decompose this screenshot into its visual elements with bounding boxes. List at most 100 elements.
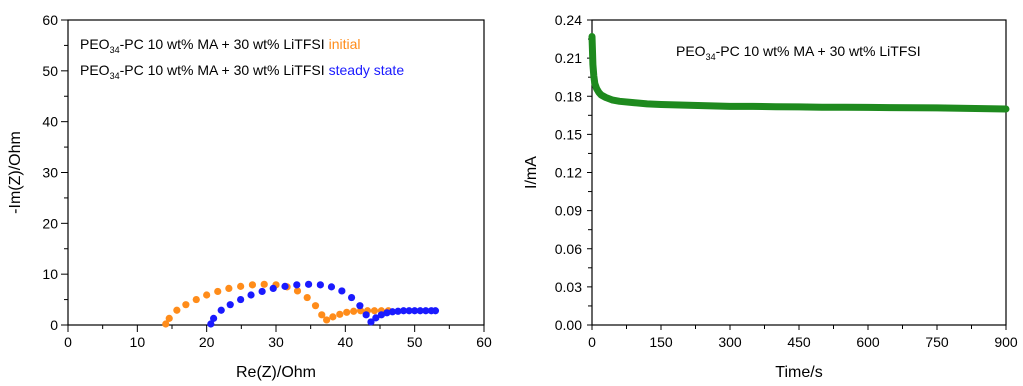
x-tick-label: 600 bbox=[856, 334, 880, 350]
data-point bbox=[411, 307, 419, 315]
x-tick-label: 300 bbox=[718, 334, 742, 350]
data-point bbox=[269, 284, 277, 292]
data-point bbox=[182, 301, 190, 309]
data-point bbox=[422, 307, 430, 315]
data-point bbox=[350, 307, 358, 315]
x-axis-title: Time/s bbox=[775, 364, 822, 381]
x-tick-label: 60 bbox=[476, 334, 492, 350]
y-tick-label: 0.24 bbox=[555, 12, 582, 28]
x-tick-label: 10 bbox=[130, 334, 146, 350]
label-suffix: -PC 10 wt% MA + 30 wt% LiTFSI bbox=[120, 36, 325, 52]
data-point bbox=[318, 311, 326, 319]
series-steady-state bbox=[207, 280, 440, 328]
data-point bbox=[311, 302, 320, 310]
data-point bbox=[394, 307, 402, 315]
data-point bbox=[303, 293, 311, 302]
data-point bbox=[416, 307, 424, 315]
label-subscript: 34 bbox=[706, 52, 716, 62]
data-point bbox=[399, 307, 408, 315]
y-tick-label: 30 bbox=[42, 165, 58, 181]
data-point bbox=[316, 281, 324, 289]
data-point bbox=[225, 284, 233, 292]
data-point bbox=[329, 313, 337, 321]
x-tick-label: 900 bbox=[994, 334, 1018, 350]
data-point bbox=[258, 287, 266, 296]
y-tick-label: 0.03 bbox=[555, 279, 582, 295]
x-tick-label: 450 bbox=[787, 334, 811, 350]
data-point bbox=[356, 302, 364, 310]
x-tick-label: 0 bbox=[64, 334, 72, 350]
data-point bbox=[327, 283, 336, 291]
y-tick-label: 50 bbox=[42, 63, 58, 79]
x-tick-label: 20 bbox=[199, 334, 215, 350]
data-point bbox=[304, 280, 313, 288]
label-prefix: PEO bbox=[80, 36, 110, 52]
data-point bbox=[362, 311, 370, 319]
data-point bbox=[247, 291, 255, 299]
data-point bbox=[162, 320, 170, 328]
label-prefix: PEO bbox=[676, 43, 706, 59]
data-point bbox=[226, 301, 234, 309]
x-tick-label: 50 bbox=[407, 334, 423, 350]
data-point bbox=[217, 306, 225, 314]
data-point bbox=[207, 320, 215, 328]
nyquist-plot: 0 10 20 30 40 50 60 0 10 20 30 40 50 60 Re(Z)/Ohm -Im(Z… bbox=[7, 12, 492, 381]
data-point bbox=[383, 309, 391, 317]
data-point bbox=[347, 293, 356, 302]
x-tick-label: 150 bbox=[649, 334, 673, 350]
x-tick-label: 40 bbox=[338, 334, 354, 350]
data-point bbox=[323, 316, 331, 324]
data-point bbox=[336, 310, 344, 318]
chronoamperometry-plot: 0 150 300 450 600 750 900 0.00 0.03 0.06 0.09 0.12 0… bbox=[523, 12, 1018, 381]
data-point bbox=[338, 287, 346, 295]
y-tick-label: 0 bbox=[50, 317, 58, 333]
data-point bbox=[293, 287, 302, 295]
y-tick-label: 0.12 bbox=[555, 165, 582, 181]
y-tick-label: 0.21 bbox=[555, 50, 582, 66]
data-point bbox=[214, 287, 222, 296]
data-point bbox=[372, 314, 380, 322]
x-tick-label: 0 bbox=[588, 334, 596, 350]
y-axis-title: I/mA bbox=[523, 156, 540, 189]
data-point bbox=[173, 306, 181, 314]
label-subscript: 34 bbox=[110, 71, 120, 81]
data-point bbox=[431, 307, 440, 315]
data-point bbox=[281, 282, 289, 290]
y-tick-label: 20 bbox=[42, 215, 58, 231]
label-subscript: 34 bbox=[110, 45, 120, 55]
data-point bbox=[388, 308, 397, 316]
data-point bbox=[237, 295, 245, 304]
y-tick-label: 60 bbox=[42, 12, 58, 28]
legend-entry-0: PEO34-PC 10 wt% MA + 30 wt% LiTFSI initia… bbox=[80, 36, 361, 55]
data-point bbox=[377, 311, 385, 319]
data-point bbox=[203, 291, 211, 299]
data-point bbox=[405, 307, 413, 315]
y-tick-label: 0.09 bbox=[555, 203, 582, 219]
legend-entry-1: PEO34-PC 10 wt% MA + 30 wt% LiTFSI steady… bbox=[80, 62, 404, 81]
data-point bbox=[165, 314, 173, 322]
data-point bbox=[260, 280, 268, 288]
legend: PEO34-PC 10 wt% MA + 30 wt% LiTFSI initia… bbox=[80, 36, 404, 81]
label-suffix: -PC 10 wt% MA + 30 wt% LiTFSI bbox=[120, 62, 325, 78]
label-suffix: -PC 10 wt% MA + 30 wt% LiTFSI bbox=[716, 43, 921, 59]
y-tick-label: 0.00 bbox=[555, 317, 582, 333]
data-point bbox=[367, 318, 375, 326]
legend-tag: steady state bbox=[329, 62, 405, 78]
label-prefix: PEO bbox=[80, 62, 110, 78]
data-point bbox=[343, 308, 351, 316]
y-tick-label: 40 bbox=[42, 114, 58, 130]
data-point bbox=[248, 281, 257, 289]
legend-tag: initial bbox=[329, 36, 361, 52]
x-axis-title: Re(Z)/Ohm bbox=[236, 364, 316, 381]
data-point bbox=[237, 282, 245, 290]
y-tick-label: 0.06 bbox=[555, 241, 582, 257]
y-tick-label: 10 bbox=[42, 266, 58, 282]
x-tick-label: 750 bbox=[925, 334, 949, 350]
x-tick-label: 30 bbox=[268, 334, 284, 350]
data-point bbox=[293, 281, 301, 289]
y-tick-label: 0.15 bbox=[555, 126, 582, 142]
data-point bbox=[210, 314, 218, 322]
y-axis-title: -Im(Z)/Ohm bbox=[7, 131, 24, 214]
data-point bbox=[370, 307, 379, 315]
